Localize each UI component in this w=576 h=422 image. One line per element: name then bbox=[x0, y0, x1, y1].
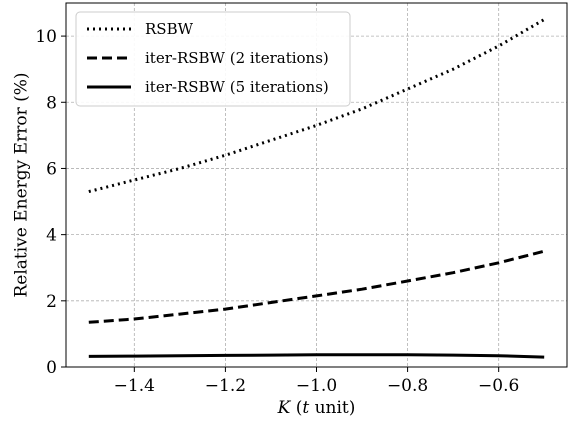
x-axis-label-part: unit) bbox=[309, 398, 355, 418]
x-tick-label: −0.6 bbox=[478, 376, 519, 396]
x-tick-label: −1.4 bbox=[114, 376, 155, 396]
x-tick-label: −0.8 bbox=[387, 376, 428, 396]
series-line-2 bbox=[88, 249, 545, 324]
y-tick-label: 4 bbox=[46, 226, 57, 246]
ticks: −1.4 −1.2 −1.0 −0.8 −0.6 0 2 4 6 8 10 bbox=[35, 27, 519, 396]
y-tick-label: 10 bbox=[35, 27, 57, 47]
x-axis-label-part: t bbox=[302, 398, 309, 418]
y-tick-label: 2 bbox=[46, 292, 57, 312]
x-tick-label: −1.0 bbox=[296, 376, 337, 396]
series-line-1 bbox=[88, 18, 545, 194]
x-tick-label: −1.2 bbox=[205, 376, 246, 396]
x-axis-label-part: K bbox=[277, 398, 292, 418]
legend-label: RSBW bbox=[145, 20, 194, 38]
legend-label: iter-RSBW (5 iterations) bbox=[145, 78, 329, 96]
y-tick-label: 0 bbox=[46, 358, 57, 378]
y-tick-label: 6 bbox=[46, 159, 57, 179]
series-group bbox=[88, 18, 545, 359]
x-axis-label-part: ( bbox=[290, 398, 302, 418]
x-axis-label: K (t unit) bbox=[277, 398, 356, 418]
y-tick-label: 8 bbox=[46, 93, 57, 113]
legend: RSBW iter-RSBW (2 iterations) iter-RSBW (5… bbox=[75, 11, 351, 107]
legend-box bbox=[75, 11, 351, 107]
y-axis-label: Relative Energy Error (%) bbox=[12, 72, 32, 297]
series-line-3 bbox=[88, 353, 545, 359]
legend-label: iter-RSBW (2 iterations) bbox=[145, 49, 329, 67]
